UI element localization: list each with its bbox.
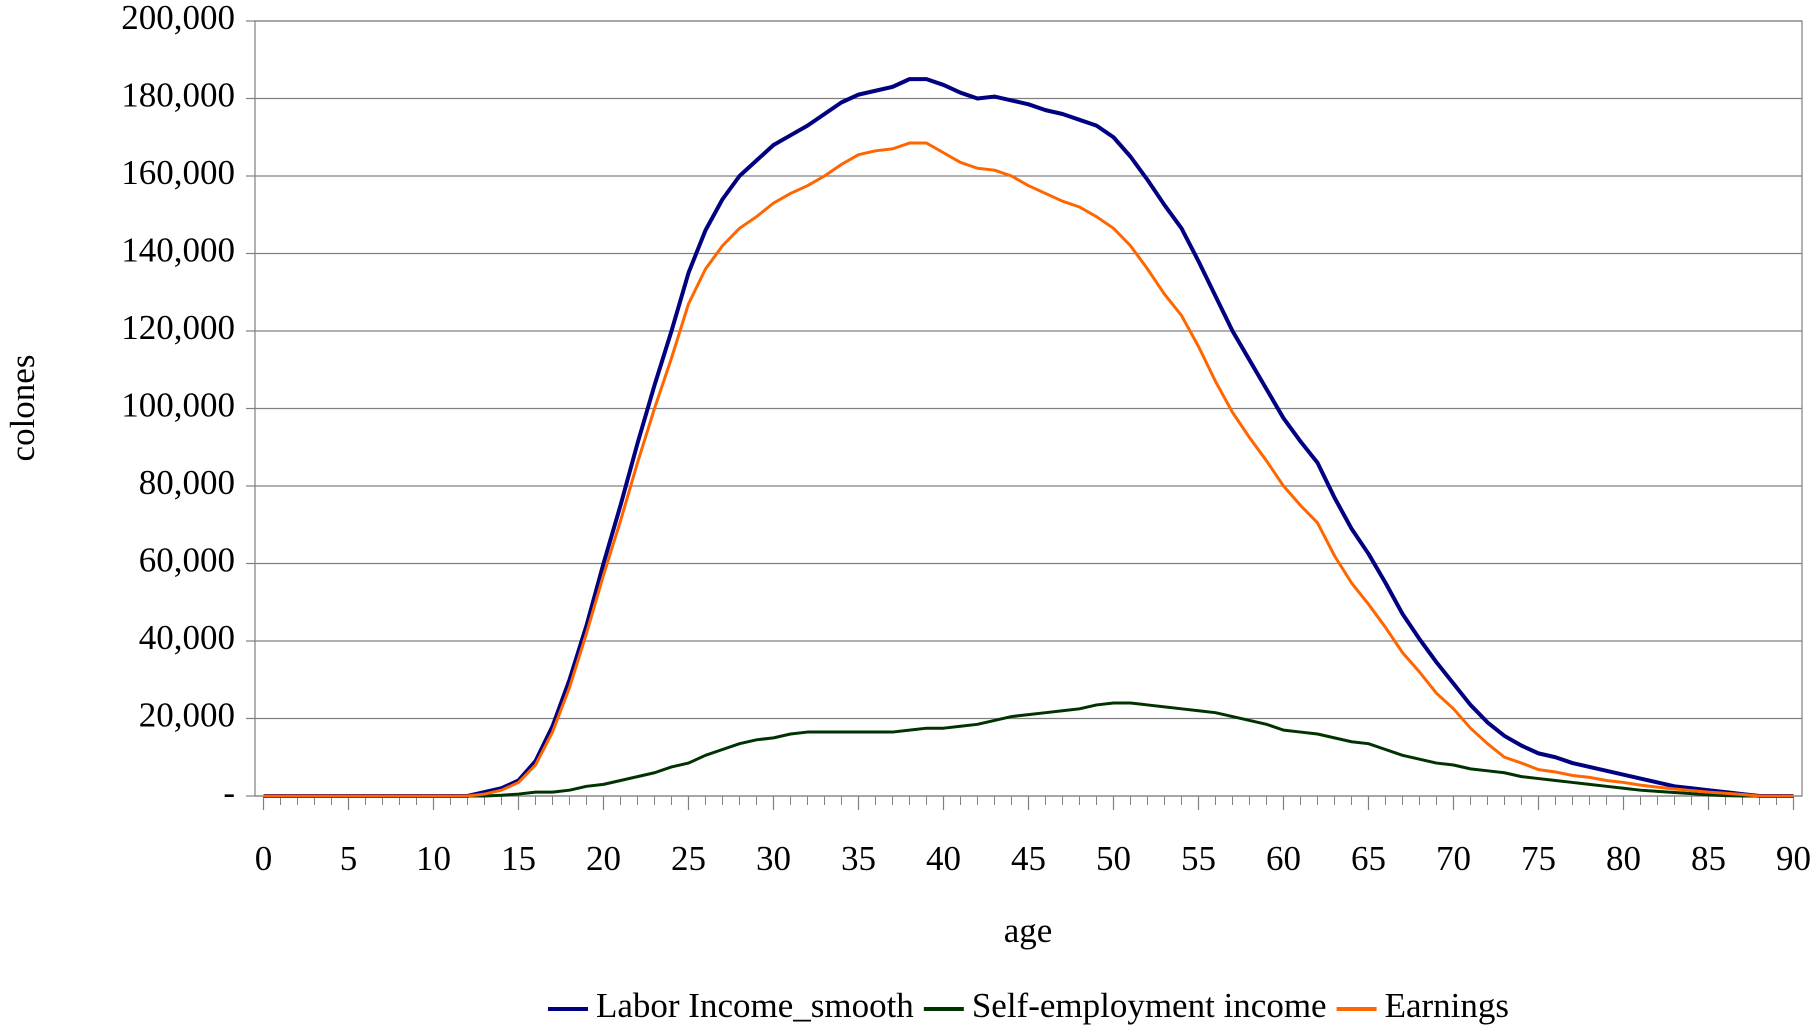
x-tick-label: 0 — [255, 839, 273, 878]
x-tick-label: 15 — [501, 839, 536, 878]
y-tick-label: 200,000 — [121, 0, 235, 37]
x-tick-label: 10 — [416, 839, 451, 878]
y-tick-label: 160,000 — [121, 153, 235, 192]
x-axis-label: age — [1004, 911, 1053, 950]
series-line — [263, 141, 1794, 798]
y-tick-label: 180,000 — [121, 76, 235, 115]
y-tick-label: - — [223, 773, 235, 812]
x-tick-label: 85 — [1691, 839, 1726, 878]
x-tick-label: 35 — [841, 839, 876, 878]
x-tick-label: 90 — [1776, 839, 1811, 878]
x-tick-label: 25 — [671, 839, 706, 878]
x-tick-label: 80 — [1606, 839, 1641, 878]
x-tick-label: 45 — [1011, 839, 1046, 878]
x-tick-label: 30 — [756, 839, 791, 878]
y-axis-label: colones — [3, 355, 42, 462]
y-tick-label: 40,000 — [139, 618, 235, 657]
y-tick-label: 60,000 — [139, 541, 235, 580]
x-tick-label: 65 — [1351, 839, 1386, 878]
x-tick-label: 20 — [586, 839, 621, 878]
y-tick-label: 80,000 — [139, 463, 235, 502]
legend-label: Earnings — [1385, 986, 1509, 1025]
legend-label: Self-employment income — [972, 986, 1327, 1025]
x-tick-label: 60 — [1266, 839, 1301, 878]
series-line — [263, 701, 1794, 798]
y-tick-label: 140,000 — [121, 231, 235, 270]
x-tick-label: 40 — [926, 839, 961, 878]
x-tick-label: 75 — [1521, 839, 1556, 878]
x-tick-label: 55 — [1181, 839, 1216, 878]
y-tick-label: 100,000 — [121, 386, 235, 425]
y-tick-label: 120,000 — [121, 308, 235, 347]
y-tick-label: 20,000 — [139, 696, 235, 735]
x-tick-label: 50 — [1096, 839, 1131, 878]
x-tick-label: 5 — [340, 839, 358, 878]
x-tick-label: 70 — [1436, 839, 1471, 878]
legend-label: Labor Income_smooth — [596, 986, 914, 1025]
